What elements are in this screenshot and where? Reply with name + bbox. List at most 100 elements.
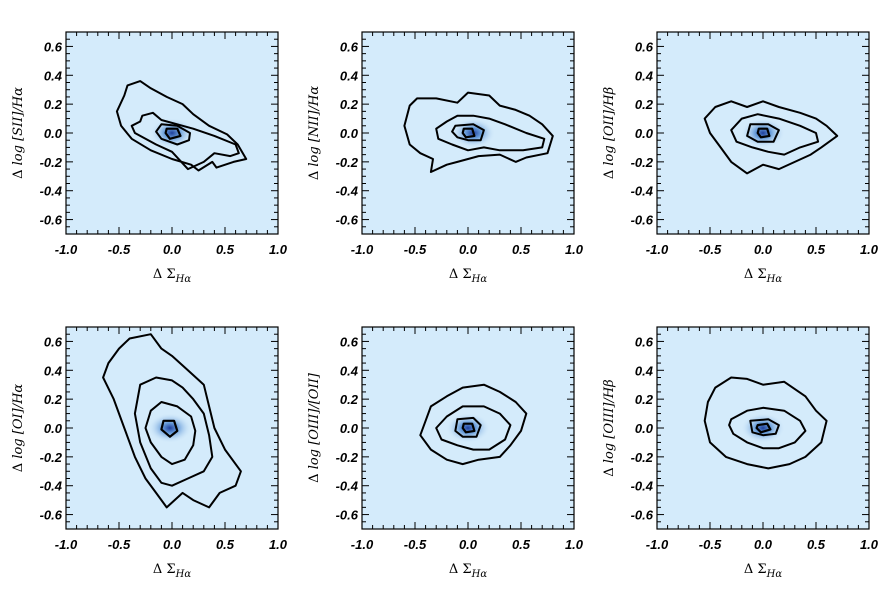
panel-top-middle: -1.0 -0.5 0.0 0.5 1.0 -0.6 -0.4 -0.2 0.0 0.2 0.4 0.… (307, 31, 584, 285)
x-tick-label: -0.5 (404, 537, 427, 552)
y-tick-label: 0.4 (635, 68, 654, 83)
y-tick-label: 0.0 (44, 126, 63, 141)
y-tick-label: -0.4 (40, 479, 63, 494)
y-tick-label: 0.2 (635, 392, 654, 407)
y-tick-label: -0.4 (631, 184, 654, 199)
x-tick-label: -0.5 (699, 537, 722, 552)
contour-level-2 (403, 91, 554, 173)
y-tick-label: 0.0 (340, 126, 359, 141)
contour-level-2 (703, 100, 839, 175)
x-axis-label: Δ ΣHα (449, 562, 487, 580)
y-tick-label: -0.4 (40, 184, 63, 199)
y-tick-label: 0.0 (635, 421, 654, 436)
y-axis-label: Δ log [OI]/Hα (11, 384, 26, 473)
contour-level-1 (130, 111, 240, 171)
contour-level-1 (435, 405, 512, 451)
y-axis-label: Δ log [SII]/Hα (11, 87, 26, 179)
x-tick-label: 0.5 (512, 242, 531, 257)
y-tick-label: -0.6 (631, 213, 654, 228)
contour-level-3 (454, 416, 482, 438)
x-tick-label: 0.5 (512, 537, 531, 552)
x-tick-label: 0.0 (459, 242, 478, 257)
y-axis-label: Δ log [OII]/Hβ (602, 87, 617, 179)
x-axis-label: Δ ΣHα (449, 267, 487, 285)
x-tick-label: -1.0 (351, 537, 374, 552)
x-axis-label: Δ ΣHα (153, 267, 191, 285)
x-tick-label: -1.0 (351, 242, 374, 257)
y-tick-label: -0.6 (40, 213, 63, 228)
contour-level-3 (451, 123, 485, 142)
x-tick-label: 0.0 (754, 242, 773, 257)
y-tick-label: 0.2 (635, 97, 654, 112)
x-tick-label: -1.0 (646, 242, 669, 257)
contour-level-1 (728, 406, 807, 450)
y-tick-label: 0.6 (635, 334, 654, 349)
x-tick-label: 0.0 (163, 242, 182, 257)
y-tick-label: -0.2 (631, 450, 654, 465)
y-tick-label: -0.2 (336, 450, 359, 465)
x-axis-label: Δ ΣHα (744, 267, 782, 285)
y-tick-label: -0.2 (40, 450, 63, 465)
y-tick-label: 0.2 (44, 97, 63, 112)
y-axis-label: Δ log [OIII]/Hβ (602, 379, 617, 476)
x-tick-label: -0.5 (699, 242, 722, 257)
panel-top-right: -1.0 -0.5 0.0 0.5 1.0 -0.6 -0.4 -0.2 0.0 0.2 0.4 0.… (602, 31, 879, 285)
y-tick-label: 0.4 (44, 363, 63, 378)
x-tick-label: -0.5 (108, 537, 131, 552)
x-tick-label: 0.5 (216, 537, 235, 552)
x-tick-label: 1.0 (565, 537, 584, 552)
y-tick-label: -0.4 (336, 184, 359, 199)
y-tick-label: -0.6 (336, 508, 359, 523)
y-tick-label: 0.0 (44, 421, 63, 436)
y-tick-label: 0.6 (635, 39, 654, 54)
y-tick-label: -0.6 (336, 213, 359, 228)
contour-level-1 (144, 401, 197, 466)
contour-level-2 (115, 80, 248, 172)
y-tick-label: -0.6 (631, 508, 654, 523)
y-tick-label: 0.0 (635, 126, 654, 141)
y-tick-label: 0.6 (44, 39, 63, 54)
contour-level-4 (756, 127, 771, 139)
y-tick-label: 0.4 (44, 68, 63, 83)
contour-level-4 (461, 127, 476, 139)
x-axis-label: Δ ΣHα (744, 562, 782, 580)
y-tick-label: 0.6 (340, 334, 359, 349)
x-tick-label: 0.0 (163, 537, 182, 552)
x-tick-label: 1.0 (269, 242, 288, 257)
y-tick-label: -0.2 (631, 155, 654, 170)
x-tick-label: 0.5 (216, 242, 235, 257)
contour-level-2 (703, 376, 828, 470)
contour-level-4 (461, 422, 476, 434)
x-tick-label: 1.0 (860, 537, 879, 552)
contour-level-3 (749, 418, 780, 437)
x-tick-label: -0.5 (108, 242, 131, 257)
x-tick-label: -0.5 (404, 242, 427, 257)
contour-level-3 (746, 123, 780, 143)
y-tick-label: 0.0 (340, 421, 359, 436)
y-tick-label: -0.2 (336, 155, 359, 170)
density-core (147, 413, 192, 443)
contour-level-3 (102, 333, 242, 509)
x-tick-label: 0.0 (459, 537, 478, 552)
contour-level-2 (133, 376, 214, 487)
panel-bottom-middle: -1.0 -0.5 0.0 0.5 1.0 -0.6 -0.4 -0.2 0.0 0.2 0.4 0.… (307, 326, 584, 580)
y-tick-label: 0.4 (340, 68, 359, 83)
y-tick-label: -0.2 (40, 155, 63, 170)
contour-level-2 (419, 383, 528, 466)
x-tick-label: 0.0 (754, 537, 773, 552)
x-axis-label: Δ ΣHα (153, 562, 191, 580)
y-tick-label: 0.4 (635, 363, 654, 378)
contour-level-1 (730, 113, 820, 156)
contour-level-3 (155, 123, 191, 146)
y-tick-label: 0.4 (340, 363, 359, 378)
y-tick-label: 0.6 (340, 39, 359, 54)
y-axis-label: Δ log [NII]/Hα (307, 86, 322, 180)
y-tick-label: -0.4 (336, 479, 359, 494)
x-tick-label: 0.5 (807, 242, 826, 257)
y-axis-label: Δ log [OIII]/[OII] (307, 372, 322, 483)
x-tick-label: 1.0 (860, 242, 879, 257)
panel-bottom-left: -1.0 -0.5 0.0 0.5 1.0 -0.6 -0.4 -0.2 0.0 0.2 0.4 0.… (11, 326, 288, 580)
x-tick-label: 0.5 (807, 537, 826, 552)
contour-level-1 (435, 114, 546, 152)
contour-level-4 (164, 127, 182, 140)
